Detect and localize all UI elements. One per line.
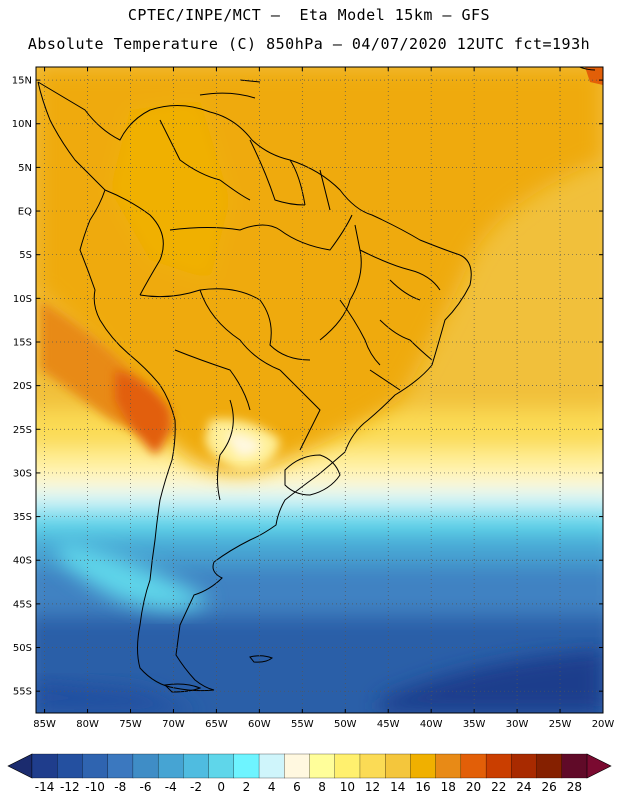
longitude-labels: 85W 80W 75W 70W 65W 60W 55W 50W 45W 40W 35W 30W 25W 2… [33,719,614,730]
colorbar-label: 22 [491,780,506,794]
colorbar-labels: -14 -12 -10 -8 -6 -4 -2 0 2 4 6 8 10 12 14 16 18 20 22 24 26… [35,780,582,794]
colorbar-swatch [82,753,109,779]
colorbar-label: -12 [60,780,80,794]
colorbar-swatch [183,753,210,779]
lat-label: 45S [13,599,32,610]
latitude-labels: 15N 10N 5N EQ 5S 10S 15S 20S 25S 30S 35S 40S 45S 50S 5… [12,76,32,698]
colorbar-swatch [57,753,83,779]
colorbar-label: 26 [542,780,557,794]
map-title-line2: Absolute Temperature (C) 850hPa – 04/07/… [27,35,591,53]
colorbar-label: -14 [35,780,55,794]
colorbar-swatch [435,753,462,779]
colorbar-swatch [334,753,361,779]
colorbar-swatch [31,753,58,779]
lat-label: 5N [18,163,32,174]
colorbar-label: -8 [114,780,126,794]
lat-label: 5S [19,250,32,261]
lat-label: 10N [12,119,32,130]
lon-label: 60W [248,719,271,730]
colorbar-low-arrow [7,753,33,779]
colorbar-swatch [157,753,184,779]
colorbar-label: -2 [190,780,202,794]
colorbar-label: -6 [140,780,152,794]
lat-label: 55S [13,687,32,698]
colorbar-swatch [107,753,134,779]
lon-label: 40W [420,719,443,730]
lat-label: 10S [13,294,32,305]
lon-label: 80W [76,719,99,730]
lat-label: 30S [13,468,32,479]
colorbar-label: -4 [165,780,177,794]
lat-label: 35S [13,512,32,523]
colorbar-swatch [284,753,310,779]
colorbar-label: 18 [441,780,456,794]
colorbar-swatch [410,753,437,779]
lon-label: 50W [334,719,357,730]
lat-label: 40S [13,556,32,567]
colorbar-label: 10 [340,780,355,794]
colorbar-swatch [359,753,386,779]
lon-label: 70W [162,719,185,730]
colorbar-label: 28 [567,780,582,794]
colorbar-label: 2 [243,780,251,794]
lon-label: 35W [463,719,486,730]
lon-label: 55W [291,719,314,730]
lat-label: 15N [12,76,32,87]
lon-label: 30W [506,719,529,730]
colorbar-swatch [460,753,487,779]
colorbar-swatch [132,753,159,779]
colorbar-label: 0 [217,780,225,794]
lat-label: 15S [13,337,32,348]
colorbar [7,753,612,779]
colorbar-swatch [511,753,537,779]
lon-label: 20W [592,719,615,730]
lon-label: 75W [119,719,142,730]
colorbar-label: 6 [293,780,301,794]
colorbar-label: 8 [318,780,326,794]
lat-label: 50S [13,643,32,654]
map-title-line1: CPTEC/INPE/MCT – Eta Model 15km – GFS [127,6,491,24]
colorbar-swatch [258,753,285,779]
colorbar-swatch [233,753,260,779]
colorbar-label: 24 [516,780,531,794]
lat-lon-grid [36,67,604,713]
axis-ticks [36,67,604,713]
colorbar-label: 12 [365,780,380,794]
temperature-field [36,67,603,713]
colorbar-swatch [385,753,411,779]
lat-label: 20S [13,381,32,392]
colorbar-label: 4 [268,780,276,794]
lon-label: 45W [377,719,400,730]
lon-label: 65W [205,719,228,730]
lat-label: EQ [18,207,32,218]
colorbar-label: 14 [390,780,405,794]
colorbar-high-arrow [586,753,612,779]
colorbar-swatch [561,753,588,779]
lat-label: 25S [13,425,32,436]
coastlines [37,67,596,693]
colorbar-label: 16 [415,780,430,794]
colorbar-swatch [309,753,336,779]
colorbar-label: -10 [85,780,105,794]
colorbar-swatch [485,753,512,779]
colorbar-swatch [208,753,235,779]
colorbar-swatch [536,753,563,779]
map-frame [35,66,604,714]
lon-label: 85W [33,719,56,730]
colorbar-label: 20 [466,780,481,794]
lon-label: 25W [549,719,572,730]
